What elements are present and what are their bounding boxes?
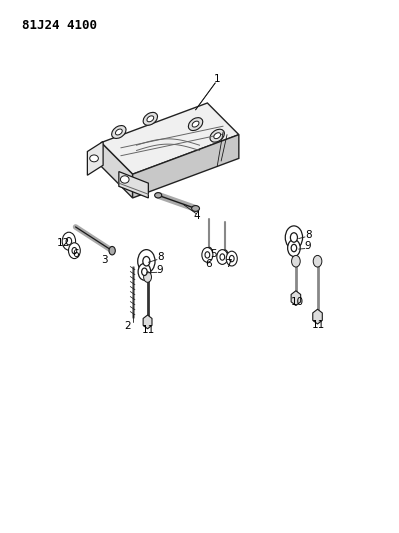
- Circle shape: [292, 255, 300, 267]
- Ellipse shape: [214, 133, 221, 139]
- Circle shape: [288, 240, 300, 256]
- Circle shape: [285, 226, 302, 249]
- Text: 5: 5: [210, 249, 217, 259]
- Circle shape: [138, 263, 151, 280]
- Text: 11: 11: [142, 325, 155, 335]
- Circle shape: [217, 249, 228, 264]
- Polygon shape: [101, 142, 132, 198]
- Circle shape: [143, 256, 150, 266]
- Circle shape: [202, 247, 213, 262]
- Ellipse shape: [210, 130, 224, 142]
- Circle shape: [138, 249, 155, 273]
- Polygon shape: [313, 309, 322, 324]
- Circle shape: [62, 232, 75, 250]
- Text: 9: 9: [157, 265, 164, 274]
- Circle shape: [313, 255, 322, 267]
- Circle shape: [144, 272, 152, 282]
- Text: 8: 8: [157, 252, 164, 262]
- Ellipse shape: [112, 126, 126, 139]
- Ellipse shape: [143, 112, 158, 125]
- Circle shape: [205, 252, 210, 258]
- Circle shape: [220, 254, 225, 260]
- Ellipse shape: [109, 246, 115, 255]
- Text: 1: 1: [214, 74, 221, 84]
- Text: 2: 2: [124, 320, 131, 330]
- Polygon shape: [119, 172, 148, 198]
- Text: 8: 8: [305, 230, 311, 240]
- Text: 81J24 4100: 81J24 4100: [22, 19, 97, 31]
- Ellipse shape: [155, 192, 162, 198]
- Text: 4: 4: [193, 211, 200, 221]
- Ellipse shape: [90, 155, 99, 162]
- Circle shape: [291, 244, 297, 252]
- Text: 6: 6: [205, 260, 211, 269]
- Circle shape: [142, 268, 147, 276]
- Polygon shape: [291, 291, 301, 305]
- Ellipse shape: [207, 247, 212, 254]
- Circle shape: [72, 247, 77, 254]
- Polygon shape: [101, 103, 239, 174]
- Circle shape: [69, 243, 80, 259]
- Polygon shape: [87, 141, 103, 175]
- Circle shape: [229, 255, 234, 262]
- Ellipse shape: [223, 250, 228, 257]
- Ellipse shape: [120, 176, 129, 183]
- Text: 11: 11: [312, 319, 325, 329]
- Text: 12: 12: [57, 238, 70, 248]
- Ellipse shape: [115, 129, 122, 135]
- Circle shape: [226, 251, 237, 266]
- Polygon shape: [143, 315, 152, 329]
- Polygon shape: [132, 135, 239, 198]
- Text: 10: 10: [290, 297, 304, 308]
- Text: 6: 6: [72, 249, 79, 259]
- Text: 7: 7: [225, 260, 231, 269]
- Ellipse shape: [188, 118, 203, 131]
- Ellipse shape: [147, 116, 154, 122]
- Ellipse shape: [192, 121, 199, 127]
- Ellipse shape: [192, 206, 200, 212]
- Circle shape: [66, 238, 72, 245]
- Text: 3: 3: [101, 255, 108, 265]
- Circle shape: [290, 233, 298, 242]
- Text: 9: 9: [305, 241, 311, 252]
